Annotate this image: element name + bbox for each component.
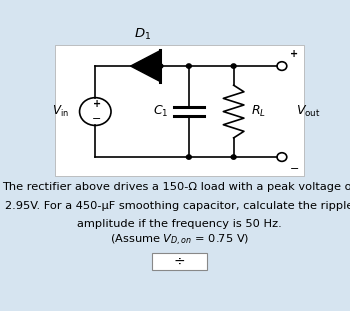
Text: $C_1$: $C_1$ xyxy=(153,104,169,119)
Circle shape xyxy=(231,155,236,159)
Text: −: − xyxy=(289,164,299,174)
Polygon shape xyxy=(131,50,160,81)
Text: (Assume $V_{D,on}$ = 0.75 V): (Assume $V_{D,on}$ = 0.75 V) xyxy=(110,233,249,248)
Text: $D_1$: $D_1$ xyxy=(134,27,151,42)
FancyBboxPatch shape xyxy=(152,253,206,270)
Text: amplitude if the frequency is 50 Hz.: amplitude if the frequency is 50 Hz. xyxy=(77,219,282,229)
Text: −: − xyxy=(92,114,101,124)
Circle shape xyxy=(187,155,191,159)
Text: +: + xyxy=(289,49,298,59)
Text: $R_L$: $R_L$ xyxy=(251,104,266,119)
Circle shape xyxy=(231,64,236,68)
Text: 2.95V. For a 450-μF smoothing capacitor, calculate the ripple: 2.95V. For a 450-μF smoothing capacitor,… xyxy=(5,201,350,211)
FancyBboxPatch shape xyxy=(55,44,304,176)
Text: $V_{\rm out}$: $V_{\rm out}$ xyxy=(296,104,321,119)
Circle shape xyxy=(158,64,163,68)
Circle shape xyxy=(187,64,191,68)
Text: The rectifier above drives a 150-Ω load with a peak voltage of: The rectifier above drives a 150-Ω load … xyxy=(2,182,350,192)
Text: ÷: ÷ xyxy=(174,254,185,268)
Text: $V_{\rm in}$: $V_{\rm in}$ xyxy=(52,104,69,119)
Text: +: + xyxy=(93,99,101,109)
